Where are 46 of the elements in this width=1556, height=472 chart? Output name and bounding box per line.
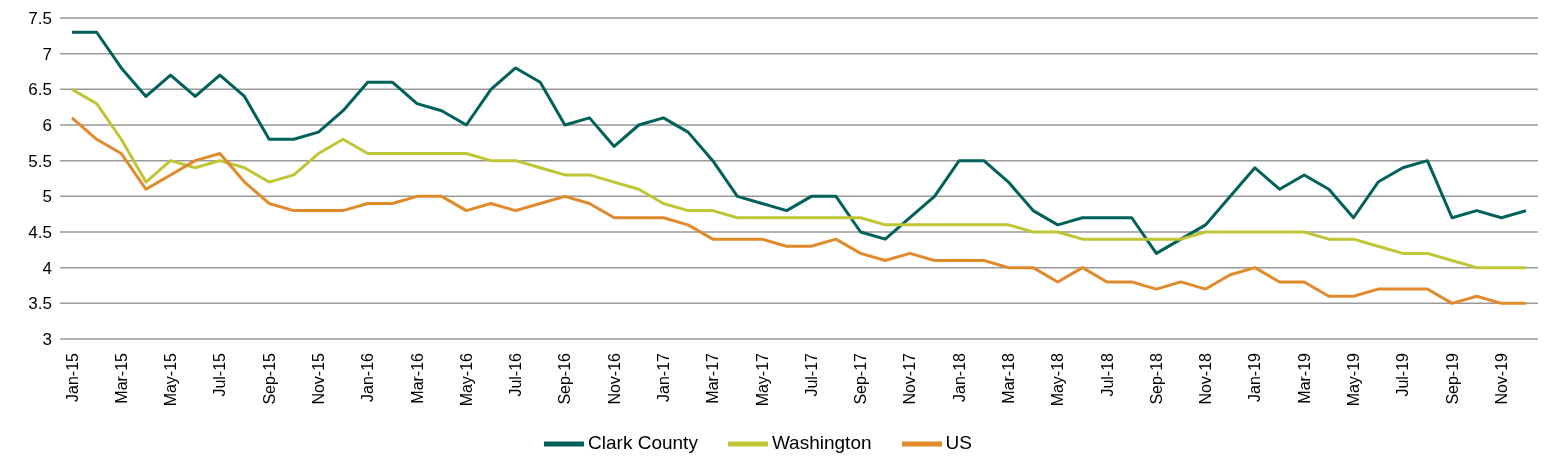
x-tick-label: Mar-15: [112, 352, 130, 404]
x-tick-label: Jan-19: [1246, 352, 1264, 402]
x-tick-label: Nov-17: [901, 352, 919, 405]
legend-label: Clark County: [588, 432, 698, 454]
legend-label: US: [945, 432, 972, 454]
x-tick-label: Jul-16: [507, 352, 525, 397]
x-tick-label: May-18: [1049, 352, 1067, 407]
x-tick-label: Sep-15: [260, 352, 278, 405]
x-tick-label: May-17: [753, 352, 771, 407]
y-tick-label: 4: [42, 258, 52, 278]
x-tick-label: Sep-19: [1443, 352, 1461, 405]
x-tick-label: Mar-18: [999, 352, 1017, 404]
x-tick-label: May-15: [162, 352, 180, 407]
line-series: [70, 116, 1528, 305]
x-tick-label: Jan-16: [359, 352, 377, 402]
line-series: [70, 87, 1528, 270]
x-tick-label: Mar-16: [408, 352, 426, 404]
x-tick-label: Mar-19: [1295, 352, 1313, 404]
x-tick-label: Jan-18: [950, 352, 968, 402]
x-tick-label: Sep-18: [1147, 352, 1165, 405]
y-tick-label: 5: [42, 187, 52, 207]
legend-label: Washington: [771, 432, 872, 454]
y-tick-label: 7: [42, 44, 52, 64]
x-tick-label: Nov-16: [605, 352, 623, 405]
line-series: [70, 30, 1528, 255]
x-tick-label: Nov-19: [1492, 352, 1510, 405]
x-tick-label: Nov-15: [309, 352, 327, 405]
x-tick-label: May-19: [1344, 352, 1362, 407]
x-tick-label: May-16: [457, 352, 475, 407]
y-tick-label: 6.5: [28, 80, 52, 100]
x-tick-label: Jan-15: [63, 352, 81, 402]
y-tick-label: 6: [42, 116, 52, 136]
x-tick-label: Mar-17: [704, 352, 722, 404]
x-tick-label: Jul-18: [1098, 352, 1116, 397]
y-tick-label: 3.5: [28, 294, 52, 314]
y-tick-label: 3: [42, 330, 52, 350]
y-tick-label: 4.5: [28, 223, 52, 243]
x-tick-label: Nov-18: [1197, 352, 1215, 405]
x-tick-label: Jul-19: [1394, 352, 1412, 397]
x-tick-label: Jan-17: [654, 352, 672, 402]
y-tick-label: 7.5: [28, 9, 52, 29]
x-tick-label: Jul-17: [802, 352, 820, 397]
x-tick-label: Sep-16: [556, 352, 574, 405]
y-tick-label: 5.5: [28, 151, 52, 171]
x-tick-label: Jul-15: [211, 352, 229, 397]
x-tick-label: Sep-17: [852, 352, 870, 405]
